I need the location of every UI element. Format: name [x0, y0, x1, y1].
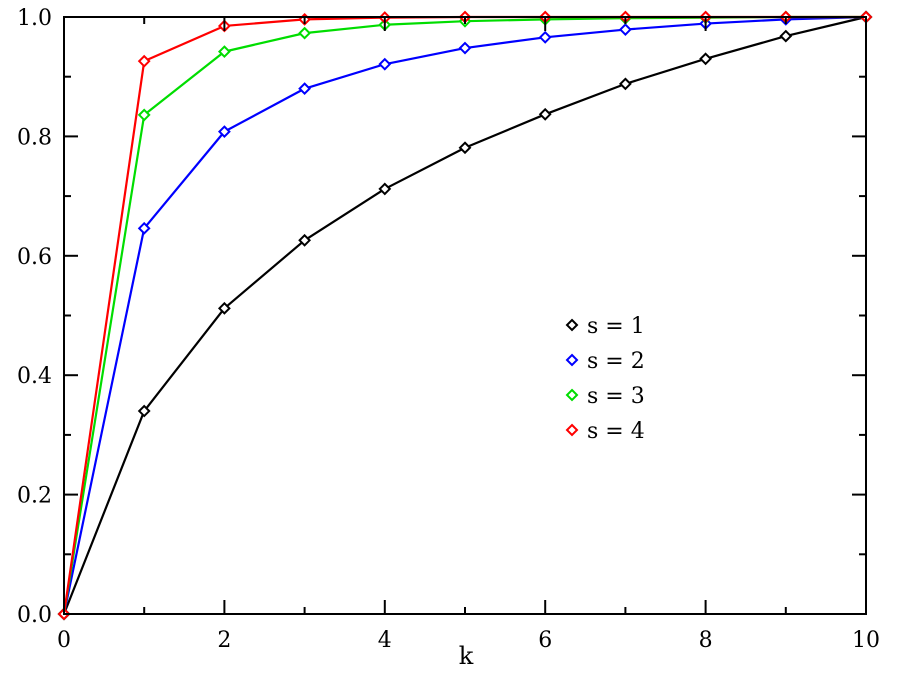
data-point: [217, 301, 231, 315]
series-1: [57, 10, 873, 621]
series-line: [62, 15, 867, 615]
legend-marker: [565, 388, 579, 402]
legend-marker: [565, 353, 579, 367]
x-tick-label: 8: [699, 628, 713, 653]
series-line: [62, 15, 866, 615]
data-point: [618, 23, 632, 36]
y-tick-label: 0.4: [17, 364, 52, 389]
y-tick-label: 0.6: [17, 245, 52, 270]
data-point: [137, 221, 151, 235]
data-point: [378, 57, 392, 71]
legend-label: s = 2: [587, 349, 645, 374]
data-point: [618, 77, 632, 91]
data-point: [458, 141, 472, 155]
data-point: [137, 404, 151, 418]
x-tick-label: 0: [57, 628, 71, 653]
data-point: [217, 45, 231, 59]
x-axis-title: k: [459, 642, 474, 670]
x-tick-label: 2: [217, 628, 231, 653]
data-point: [137, 108, 151, 122]
data-point: [378, 182, 392, 196]
legend-label: s = 4: [587, 419, 645, 444]
data-point: [538, 30, 552, 44]
series-line: [62, 15, 867, 615]
data-point: [298, 233, 312, 247]
data-point: [298, 26, 312, 40]
series-4: [57, 10, 873, 621]
data-point: [137, 54, 151, 68]
legend: s = 1 s = 2 s = 3 s = 4: [565, 314, 645, 444]
series-3: [57, 10, 873, 621]
y-tick-label: 0.0: [17, 603, 52, 628]
data-point: [699, 52, 713, 66]
data-point: [538, 107, 552, 121]
legend-marker: [565, 318, 579, 332]
ticks-layer: [63, 16, 867, 615]
series-layer: [57, 10, 873, 621]
series-2: [57, 10, 873, 621]
y-tick-label: 0.2: [17, 484, 52, 509]
legend-label: s = 3: [587, 384, 645, 409]
data-point: [298, 82, 312, 96]
x-tick-label: 4: [378, 628, 392, 653]
data-point: [217, 125, 231, 139]
data-point: [779, 29, 793, 43]
labels-layer: 0 2 4 6 8 10 0.0 0.2 0.4 0.6 0.8 1.0: [17, 6, 880, 653]
y-tick-label: 0.8: [17, 125, 52, 150]
legend-label: s = 1: [587, 314, 645, 339]
series-line: [62, 15, 866, 615]
plot-frame: [63, 16, 867, 615]
x-tick-label: 6: [538, 628, 552, 653]
data-point: [458, 41, 472, 55]
x-tick-label: 10: [852, 628, 880, 653]
legend-marker: [565, 423, 579, 437]
y-tick-label: 1.0: [17, 6, 52, 31]
